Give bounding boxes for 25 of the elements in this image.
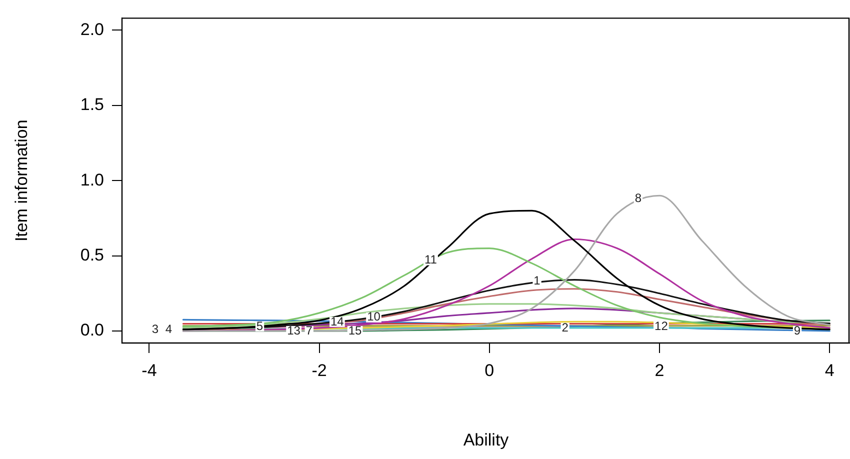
annotation: 4: [165, 322, 172, 336]
annotation: 8: [634, 190, 642, 205]
x-tick-label: -2: [312, 360, 327, 380]
annotation: 11: [424, 252, 438, 267]
y-tick-label: 2.0: [80, 20, 104, 39]
y-tick-label: 0.5: [80, 245, 104, 264]
x-axis-title: Ability: [463, 430, 510, 450]
y-tick-label: 1.0: [80, 170, 104, 190]
annotation: 13: [287, 323, 301, 338]
annotation: 3: [152, 322, 159, 336]
annotation: 2: [562, 320, 569, 334]
annotation: 9: [794, 323, 801, 338]
x-tick-label: 0: [484, 360, 494, 380]
annotation: 5: [256, 318, 264, 333]
annotation: 10: [367, 310, 381, 324]
x-tick-label: 2: [654, 360, 664, 380]
x-tick-label: -4: [142, 360, 157, 380]
y-tick-label: 0.0: [80, 320, 104, 340]
annotation: 15: [348, 323, 362, 338]
y-axis-title: Item information: [12, 120, 31, 242]
y-tick-label: 1.5: [80, 95, 104, 114]
annotation: 7: [306, 323, 313, 338]
annotation: 14: [330, 314, 344, 328]
annotation: 1: [534, 274, 541, 288]
x-tick-label: 4: [824, 360, 834, 380]
